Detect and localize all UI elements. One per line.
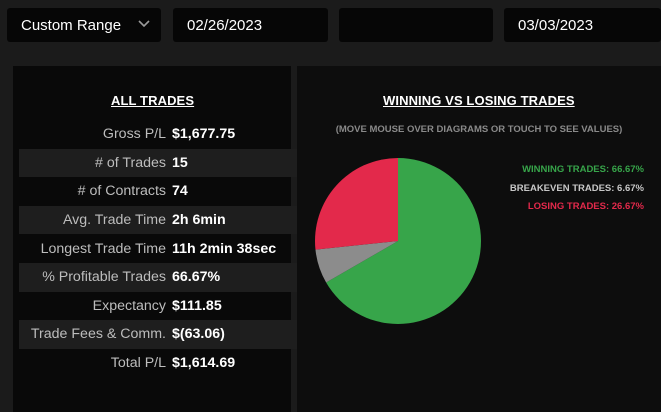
stat-label: Longest Trade Time bbox=[40, 240, 166, 257]
legend-winning: WINNING TRADES: 66.67% bbox=[522, 164, 644, 175]
hover-hint: (MOVE MOUSE OVER DIAGRAMS OR TOUCH TO SE… bbox=[335, 124, 623, 135]
win-loss-pie-chart[interactable] bbox=[313, 158, 483, 328]
stat-row-expectancy: Expectancy $111.85 bbox=[19, 292, 298, 321]
pie-slice-breakeven[interactable] bbox=[315, 241, 398, 283]
pie-slice-winning[interactable] bbox=[326, 158, 481, 324]
stat-label: Trade Fees & Comm. bbox=[30, 326, 166, 343]
end-date-value: 03/03/2023 bbox=[518, 17, 594, 34]
stat-value: $1,614.69 bbox=[172, 355, 236, 372]
stat-value: 15 bbox=[172, 154, 188, 171]
date-range-select[interactable]: Custom Range bbox=[7, 8, 161, 42]
stat-row-profitable-trades: % Profitable Trades 66.67% bbox=[19, 262, 298, 292]
stat-value: $1,677.75 bbox=[172, 126, 236, 143]
legend-breakeven: BREAKEVEN TRADES: 6.67% bbox=[509, 182, 644, 194]
date-range-label: Custom Range bbox=[21, 17, 122, 34]
stat-row-longest-trade-time: Longest Trade Time 11h 2min 38sec bbox=[19, 234, 298, 263]
stat-value: 74 bbox=[172, 183, 188, 200]
start-date-input[interactable]: 02/26/2023 bbox=[173, 8, 328, 42]
stat-value: 11h 2min 38sec bbox=[172, 240, 277, 257]
stat-row-contracts: # of Contracts 74 bbox=[19, 177, 298, 206]
stat-row-fees: Trade Fees & Comm. $(63.06) bbox=[19, 320, 298, 349]
stat-value: $(63.06) bbox=[172, 326, 225, 343]
stat-row-total-pl: Total P/L $1,614.69 bbox=[19, 349, 298, 378]
stat-label: Total P/L bbox=[110, 355, 166, 372]
stat-label: # of Trades bbox=[95, 154, 166, 171]
stat-value: 66.67% bbox=[172, 269, 221, 286]
legend-losing: LOSING TRADES: 26.67% bbox=[527, 201, 644, 212]
stats-table: Gross P/L $1,677.75 # of Trades 15 # of … bbox=[19, 120, 298, 377]
stat-label: Avg. Trade Time bbox=[62, 212, 166, 229]
start-date-value: 02/26/2023 bbox=[187, 17, 263, 34]
stat-label: # of Contracts bbox=[77, 183, 166, 200]
chevron-down-icon bbox=[138, 20, 150, 28]
stat-row-trades: # of Trades 15 bbox=[19, 148, 298, 178]
all-trades-title: ALL TRADES bbox=[111, 93, 195, 108]
stat-label: Expectancy bbox=[92, 297, 166, 314]
stat-value: 2h 6min bbox=[172, 212, 226, 229]
pie-slice-losing[interactable] bbox=[315, 158, 398, 250]
stat-value: $111.85 bbox=[172, 297, 222, 314]
pie-legend: WINNING TRADES: 66.67% BREAKEVEN TRADES:… bbox=[510, 164, 644, 220]
stat-row-avg-trade-time: Avg. Trade Time 2h 6min bbox=[19, 205, 298, 235]
win-loss-panel: WINNING VS LOSING TRADES (MOVE MOUSE OVE… bbox=[297, 66, 661, 412]
stat-label: % Profitable Trades bbox=[42, 269, 166, 286]
win-loss-title: WINNING VS LOSING TRADES bbox=[383, 93, 575, 108]
stat-label: Gross P/L bbox=[102, 126, 166, 143]
end-date-input[interactable]: 03/03/2023 bbox=[504, 8, 661, 42]
toolbar: Custom Range 02/26/2023 03/03/2023 bbox=[0, 0, 661, 52]
stat-row-gross-pl: Gross P/L $1,677.75 bbox=[19, 120, 298, 149]
all-trades-panel: ALL TRADES Gross P/L $1,677.75 # of Trad… bbox=[13, 66, 298, 412]
middle-input[interactable] bbox=[339, 8, 493, 42]
